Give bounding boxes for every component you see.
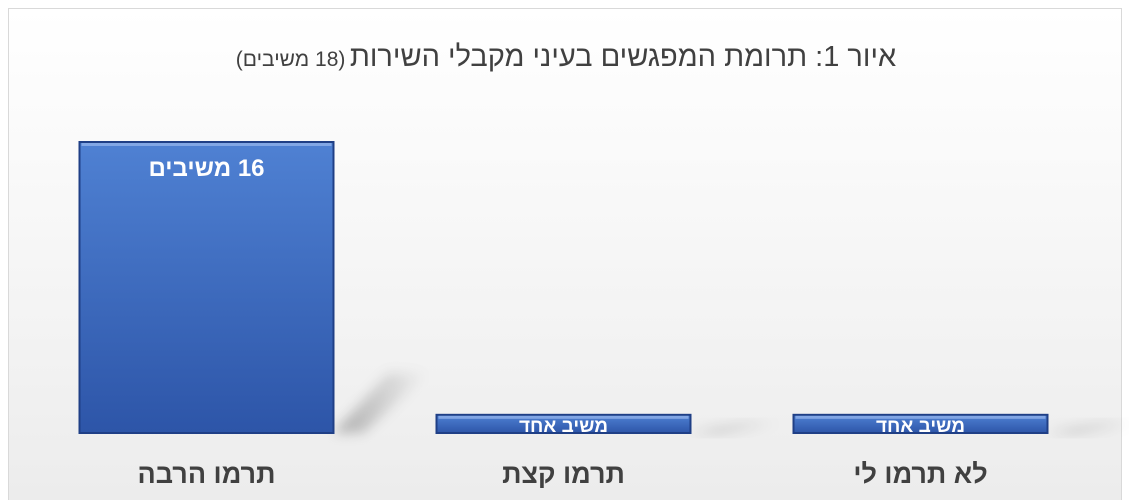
bar-value-label: 16 משיבים	[148, 155, 264, 182]
bar-shadow	[333, 373, 429, 433]
bar-value-label: משיב אחד	[876, 416, 965, 437]
bar	[435, 413, 692, 434]
chart-title-sub: (18 משיבים)	[235, 48, 346, 71]
chart-title-main: איור 1: תרומת המפגשים בעיני מקבלי השירות	[349, 41, 897, 73]
category-label: לא תרמו לי	[853, 459, 987, 489]
category-label: תרמו הרבה	[138, 459, 276, 489]
bar-shadow	[690, 422, 786, 433]
bar-shadow	[1047, 422, 1129, 433]
bar	[78, 141, 335, 434]
bar-highlight	[438, 415, 689, 419]
bar-shadows	[333, 373, 1129, 433]
labels-group: 16 משיבים תרמו הרבה משיב אחד תרמו קצת משיב א…	[138, 155, 988, 489]
bar-value-label: משיב אחד	[519, 416, 608, 437]
bar	[792, 413, 1049, 434]
category-label: תרמו קצת	[502, 459, 625, 489]
bar-highlight	[795, 415, 1046, 419]
chart-title: איור 1: תרומת המפגשים בעיני מקבלי השירות…	[9, 41, 1123, 74]
bar-highlight	[81, 143, 332, 146]
bars-group	[78, 141, 1049, 434]
